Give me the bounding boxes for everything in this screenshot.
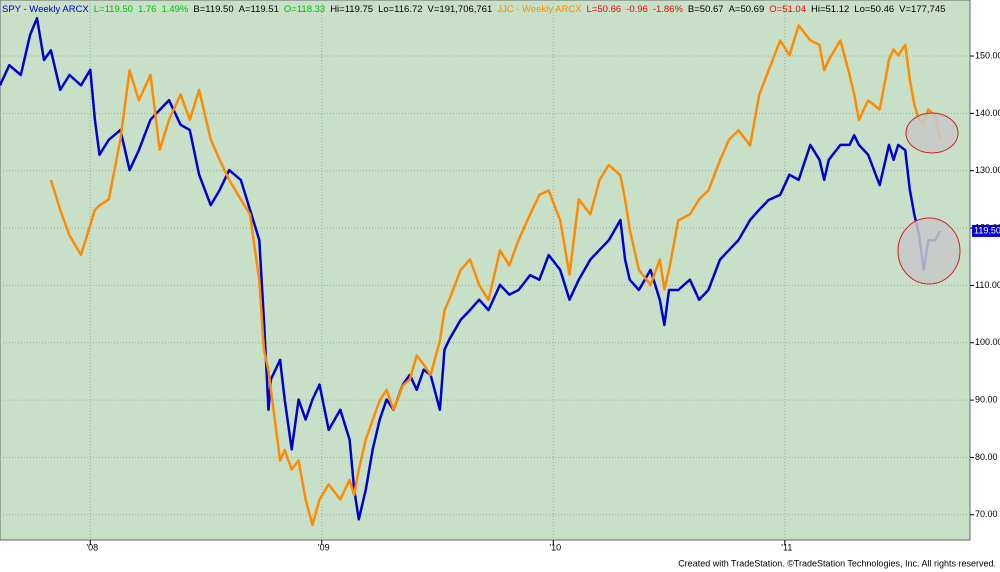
y-tick-label: 110.00 (975, 280, 1000, 290)
legend-item: V=191,706,761 (428, 4, 493, 15)
legend-item: A=119.51 (239, 4, 279, 15)
foreground: 70.0080.0090.00100.00110.00120.00130.001… (2, 4, 1000, 552)
highlight-circle (905, 112, 959, 154)
series-line (49, 24, 942, 527)
legend-item: A=50.69 (729, 4, 765, 15)
legend-item: SPY - Weekly ARCX (2, 4, 89, 15)
legend-item: O=51.04 (769, 4, 806, 15)
plot-area (0, 0, 971, 541)
highlight-circle (897, 217, 961, 285)
legend: SPY - Weekly ARCX L=119.50 1.76 1.49% B=119.… (2, 4, 945, 15)
y-tick-label: 80.00 (975, 452, 998, 462)
legend-item: Hi=119.75 (330, 4, 373, 15)
last-value-label: 119.50 (974, 225, 1000, 235)
legend-item: -0.96 (626, 4, 648, 15)
x-tick-label: '10 (549, 542, 561, 552)
legend-item: Hi=51.12 (811, 4, 849, 15)
y-tick-label: 100.00 (975, 337, 1000, 347)
legend-item: Lo=116.72 (378, 4, 422, 15)
y-tick-label: 150.00 (975, 50, 1000, 60)
last-value-box (972, 224, 1000, 237)
series-line (0, 16, 942, 521)
legend-item: Lo=50.46 (854, 4, 894, 15)
y-tick-label: 70.00 (975, 509, 998, 519)
y-tick-label: 130.00 (975, 165, 1000, 175)
x-tick-label: '09 (318, 542, 330, 552)
grid (0, 0, 970, 540)
lines (0, 16, 942, 527)
y-tick-label: 90.00 (975, 394, 998, 404)
legend-item: 1.49% (161, 4, 188, 15)
x-tick-label: '11 (781, 542, 792, 552)
x-tick-label: '08 (86, 542, 98, 552)
legend-item: -1.86% (653, 4, 684, 15)
legend-item: L=119.50 (94, 4, 133, 15)
legend-item: 1.76 (138, 4, 157, 15)
legend-item: O=118.33 (284, 4, 325, 15)
legend-item: B=50.67 (688, 4, 724, 15)
legend-item: B=119.50 (193, 4, 233, 15)
legend-item: JJC - Weekly ARCX (497, 4, 582, 15)
legend-item: L=50.66 (587, 4, 622, 15)
credit: Created with TradeStation. ©TradeStation… (678, 558, 996, 568)
legend-item: V=177,745 (899, 4, 945, 15)
y-tick-label: 140.00 (975, 108, 1000, 118)
